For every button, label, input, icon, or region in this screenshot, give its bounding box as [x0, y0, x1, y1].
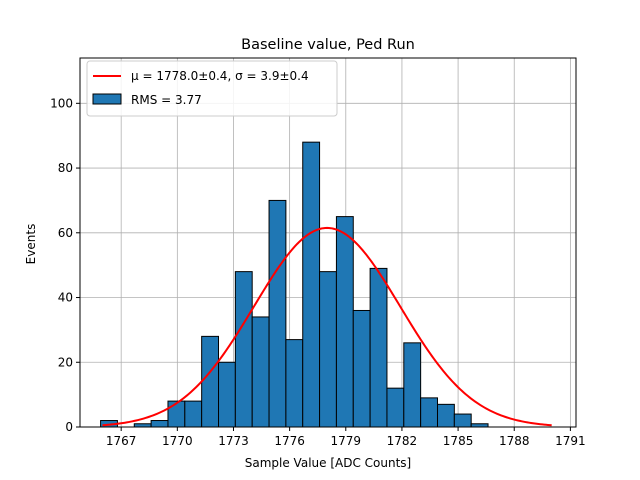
y-tick-label: 60 — [58, 226, 73, 240]
legend-fit-label: μ = 1778.0±0.4, σ = 3.9±0.4 — [131, 69, 309, 83]
histogram-bar — [251, 316, 270, 428]
histogram-bar — [150, 420, 169, 428]
legend: μ = 1778.0±0.4, σ = 3.9±0.4 RMS = 3.77 — [86, 60, 338, 117]
x-tick-label: 1785 — [443, 434, 474, 448]
histogram-bar — [234, 271, 253, 428]
x-tick-label: 1773 — [218, 434, 249, 448]
histogram-bar — [352, 309, 371, 428]
y-tick-label: 20 — [58, 355, 73, 369]
y-tick-label: 100 — [50, 96, 73, 110]
x-tick-label: 1767 — [106, 434, 137, 448]
plot-frame — [79, 57, 577, 428]
gaussian-fit — [102, 226, 552, 427]
histogram-bar — [420, 397, 438, 428]
y-tick-label: 40 — [58, 291, 73, 305]
histogram-bar — [268, 199, 287, 428]
x-tick-label: 1782 — [387, 434, 418, 448]
histogram-bar — [403, 342, 422, 428]
legend-bar-patch — [92, 93, 122, 105]
fit-curve-line — [102, 226, 552, 427]
histogram-bar — [319, 271, 337, 428]
histogram-bar — [218, 361, 236, 428]
y-axis-label: Events — [24, 224, 38, 265]
chart-title: Baseline value, Ped Run — [241, 37, 415, 53]
x-tick-label: 1791 — [555, 434, 586, 448]
histogram-bar — [453, 413, 472, 428]
x-axis-label: Sample Value [ADC Counts] — [245, 456, 411, 470]
histogram-bar — [167, 400, 186, 428]
legend-bar-label: RMS = 3.77 — [131, 93, 202, 107]
histogram-bar — [386, 387, 405, 428]
histogram-bar — [302, 141, 321, 428]
histogram-bar — [369, 267, 388, 428]
histogram-bar — [184, 400, 203, 428]
histogram-bar — [285, 339, 304, 428]
histogram-bars — [100, 141, 489, 428]
x-axis-ticks: 1767 1770 1773 1776 1779 1782 1785 1788 1791 — [106, 427, 586, 448]
x-tick-label: 1788 — [499, 434, 530, 448]
x-tick-label: 1779 — [331, 434, 362, 448]
histogram-bar — [201, 335, 220, 428]
histogram-bar — [436, 403, 455, 428]
legend-box — [86, 60, 338, 117]
x-tick-label: 1776 — [274, 434, 305, 448]
histogram-bar — [335, 216, 354, 428]
y-tick-label: 0 — [65, 420, 73, 434]
y-tick-label: 80 — [58, 161, 73, 175]
y-axis-ticks: 0 20 40 60 80 100 — [50, 96, 80, 434]
x-tick-label: 1770 — [162, 434, 193, 448]
